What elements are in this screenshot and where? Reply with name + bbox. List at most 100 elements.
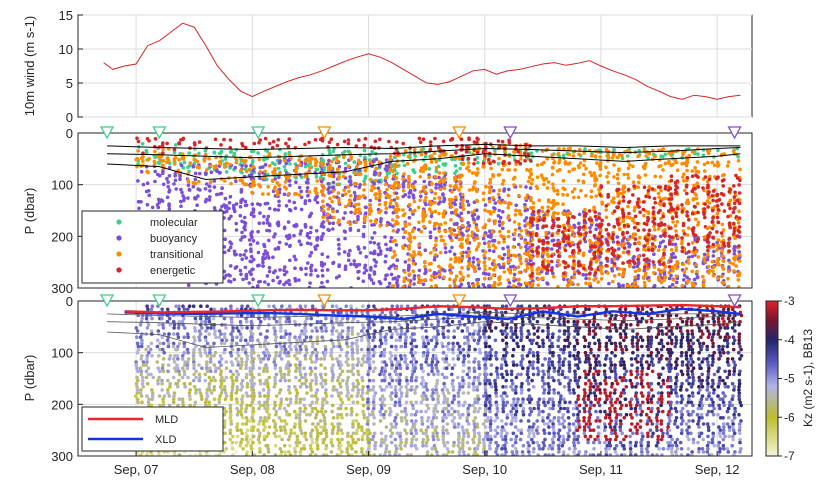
kz-point xyxy=(168,354,173,358)
regime-point-transitional xyxy=(702,235,707,239)
kz-point xyxy=(172,332,176,336)
regime-point-transitional xyxy=(336,221,340,225)
regime-point-transitional xyxy=(309,156,314,161)
regime-point-transitional xyxy=(492,258,496,263)
regime-point-transitional xyxy=(449,257,453,262)
regime-point-buoyancy xyxy=(407,191,412,195)
regime-point-transitional xyxy=(696,220,701,225)
regime-point-transitional xyxy=(584,281,588,286)
regime-point-buoyancy xyxy=(361,279,366,284)
kz-point xyxy=(204,397,209,402)
regime-point-energetic xyxy=(626,200,631,205)
regime-point-transitional xyxy=(645,267,650,271)
regime-point-transitional xyxy=(621,250,626,255)
regime-point-buoyancy xyxy=(167,190,171,194)
regime-point-transitional xyxy=(357,207,361,211)
regime-point-buoyancy xyxy=(309,272,313,277)
regime-point-transitional xyxy=(540,162,544,166)
kz-point xyxy=(224,394,229,398)
regime-point-transitional xyxy=(329,166,334,171)
regime-point-buoyancy xyxy=(233,209,237,214)
regime-point-transitional xyxy=(645,241,650,246)
regime-point-energetic xyxy=(549,268,554,273)
kz-point xyxy=(211,375,216,380)
regime-point-transitional xyxy=(160,159,164,163)
regime-point-buoyancy xyxy=(636,273,641,278)
regime-point-buoyancy xyxy=(434,182,439,187)
regime-point-buoyancy xyxy=(156,172,160,177)
regime-point-transitional xyxy=(355,164,359,169)
regime-point-energetic xyxy=(645,257,649,261)
regime-point-transitional xyxy=(552,189,557,193)
regime-point-transitional xyxy=(518,258,522,263)
regime-point-buoyancy xyxy=(465,199,470,204)
regime-point-buoyancy xyxy=(437,226,441,231)
regime-point-transitional xyxy=(546,254,551,258)
regime-point-buoyancy xyxy=(222,276,227,280)
regime-point-buoyancy xyxy=(275,275,280,280)
regime-point-buoyancy xyxy=(207,184,212,189)
regime-point-transitional xyxy=(557,161,561,165)
kz-point xyxy=(140,375,145,380)
regime-point-buoyancy xyxy=(239,272,243,277)
regime-point-transitional xyxy=(656,248,661,252)
regime-point-energetic xyxy=(160,143,165,148)
regime-point-molecular xyxy=(401,152,406,157)
regime-point-transitional xyxy=(489,276,493,280)
regime-point-buoyancy xyxy=(293,279,298,283)
regime-point-buoyancy xyxy=(487,248,492,253)
regime-point-transitional xyxy=(417,243,421,247)
regime-point-transitional xyxy=(507,201,511,205)
regime-point-transitional xyxy=(423,278,427,282)
regime-point-transitional xyxy=(460,256,465,261)
kz-point xyxy=(177,323,181,327)
regime-point-transitional xyxy=(372,186,377,190)
regime-point-energetic xyxy=(636,197,641,201)
regime-point-transitional xyxy=(497,188,502,192)
regime-point-transitional xyxy=(600,200,604,205)
regime-point-transitional xyxy=(483,157,487,161)
regime-point-buoyancy xyxy=(524,216,529,220)
regime-point-buoyancy xyxy=(277,161,282,165)
regime-point-energetic xyxy=(562,235,567,240)
kz-point xyxy=(145,360,149,364)
regime-point-buoyancy xyxy=(240,163,244,168)
regime-point-transitional xyxy=(705,160,710,165)
regime-point-buoyancy xyxy=(261,255,265,260)
regime-point-transitional xyxy=(633,275,637,280)
regime-point-transitional xyxy=(497,173,502,177)
regime-point-buoyancy xyxy=(287,244,292,249)
regime-point-buoyancy xyxy=(670,282,675,287)
regime-point-energetic xyxy=(529,232,533,236)
kz-point xyxy=(211,316,216,321)
regime-point-buoyancy xyxy=(265,251,270,255)
regime-point-transitional xyxy=(684,267,689,271)
regime-point-transitional xyxy=(674,245,678,250)
regime-point-molecular xyxy=(436,164,441,169)
kz-point xyxy=(212,388,216,392)
regime-point-molecular xyxy=(320,153,325,157)
regime-point-buoyancy xyxy=(203,187,208,191)
regime-point-transitional xyxy=(561,186,565,190)
regime-point-transitional xyxy=(716,276,720,281)
regime-point-energetic xyxy=(529,219,533,223)
kz-point xyxy=(140,381,145,386)
regime-point-energetic xyxy=(737,183,741,187)
regime-point-energetic xyxy=(467,137,471,142)
regime-point-transitional xyxy=(482,233,487,238)
kz-point xyxy=(217,329,222,333)
regime-point-buoyancy xyxy=(476,215,481,219)
regime-point-buoyancy xyxy=(277,281,282,285)
regime-point-energetic xyxy=(454,150,458,155)
kz-point xyxy=(181,304,185,309)
regime-point-transitional xyxy=(632,208,637,213)
regime-point-energetic xyxy=(561,230,565,234)
regime-point-energetic xyxy=(192,141,197,145)
regime-point-buoyancy xyxy=(303,201,308,206)
regime-point-energetic xyxy=(523,159,527,163)
kz-point xyxy=(193,400,198,405)
kz-point xyxy=(224,409,228,414)
regime-point-transitional xyxy=(706,195,711,199)
regime-point-transitional xyxy=(738,253,742,257)
regime-point-energetic xyxy=(593,271,598,275)
